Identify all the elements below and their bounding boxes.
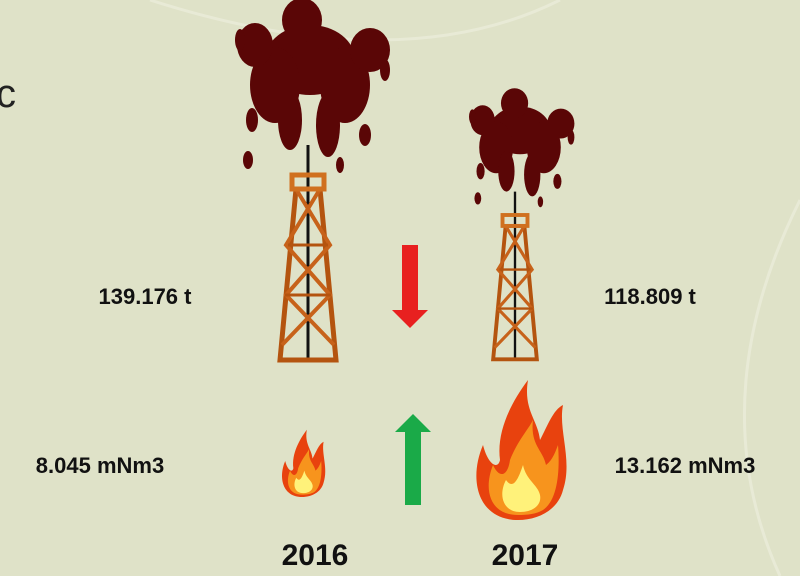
text-fragment: c (0, 72, 16, 116)
oil-2016: 139.176 t (98, 284, 192, 309)
oil-2017: 118.809 t (604, 284, 696, 309)
gas-2016: 8.045 mNm3 (35, 453, 165, 478)
gas-2017: 13.162 mNm3 (614, 453, 756, 478)
year-2016: 2016 (281, 539, 349, 572)
year-2017: 2017 (491, 539, 559, 572)
